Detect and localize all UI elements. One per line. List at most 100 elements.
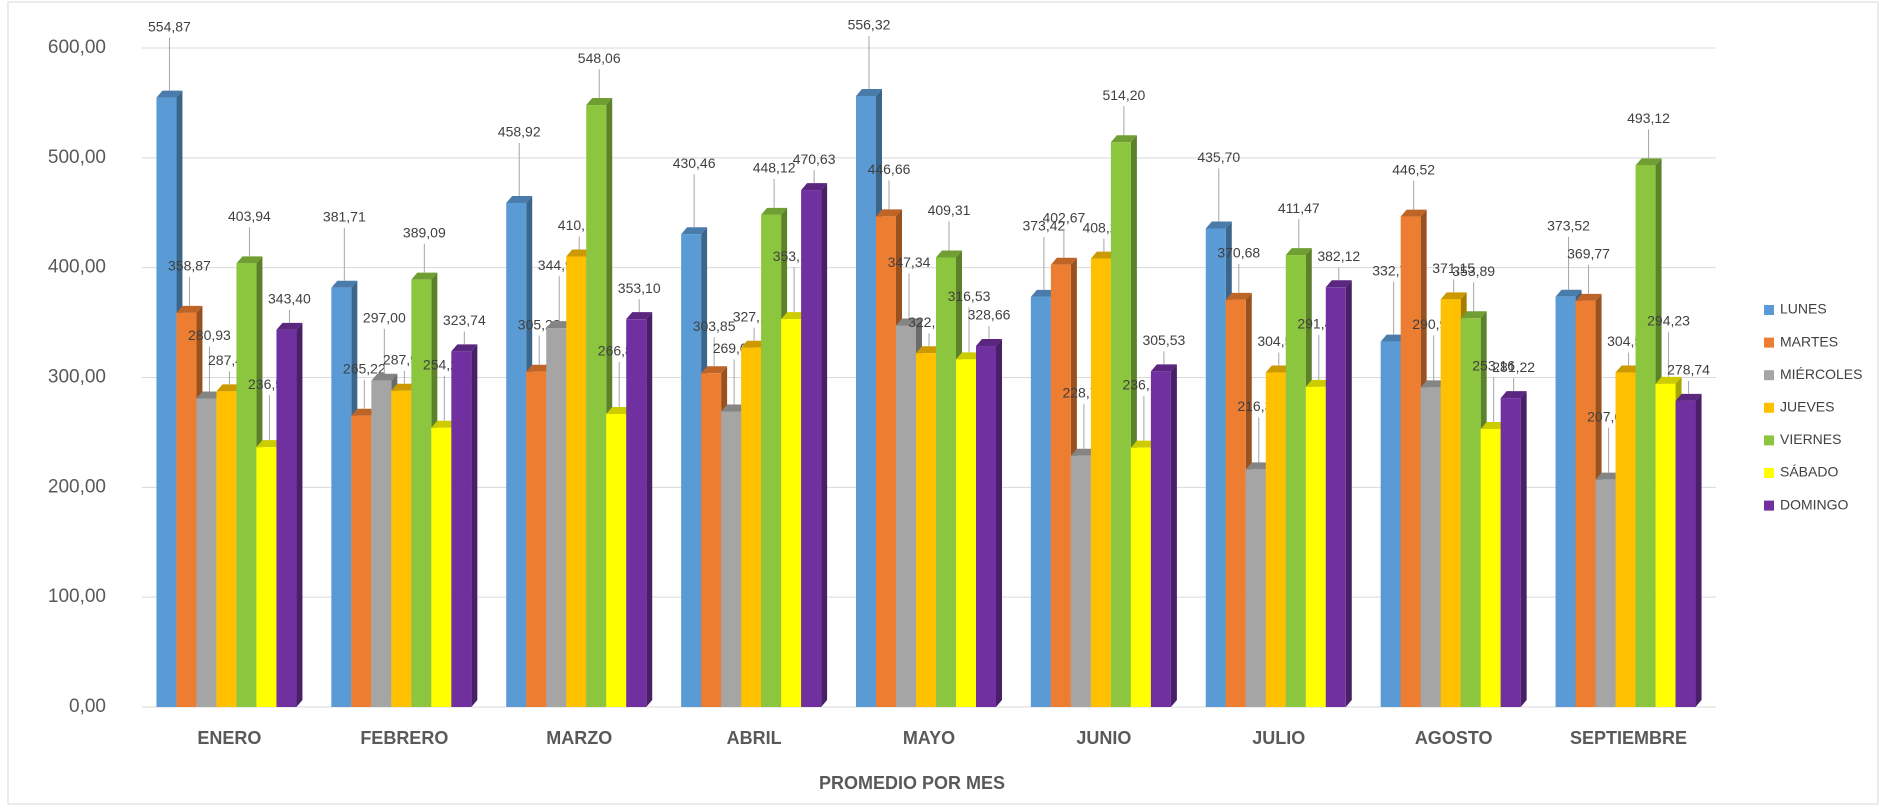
legend-label: LUNES [1780,301,1827,317]
bar [1555,296,1576,707]
value-label: 446,66 [868,161,911,177]
bar-top [1575,293,1602,301]
bar [1130,447,1151,707]
value-label: 556,32 [848,17,891,33]
legend-label: DOMINGO [1780,496,1849,512]
bar-top [1635,158,1662,166]
bar [1070,455,1091,707]
bar [1305,386,1326,707]
bar [1225,299,1246,707]
bar [801,190,822,708]
bar-side [1520,391,1527,707]
bar-top [1305,379,1332,387]
bar [916,353,936,707]
bar [1150,371,1171,707]
bar-side [821,183,828,708]
bar-top [916,346,942,354]
bar-top [391,383,418,391]
bar-side [1695,393,1702,707]
value-label: 370,68 [1217,245,1260,261]
bar-top [721,404,748,412]
legend-swatch [1764,337,1774,348]
bar [411,279,432,707]
bar-top [1655,376,1682,384]
bar [236,263,257,707]
bar [431,427,452,707]
value-label: 371,15 [1432,260,1475,276]
bar-top [526,364,553,372]
bar [956,359,976,707]
bar [1635,165,1656,707]
y-tick-label: 200,00 [48,476,106,497]
bar-top [236,256,263,264]
bar-side [1345,280,1352,707]
x-tick-label: ABRIL [727,728,782,748]
value-label: 381,71 [323,208,366,224]
value-label: 316,53 [948,288,991,304]
bar-top [1440,292,1467,300]
bar [506,202,527,707]
value-label: 430,46 [673,155,716,171]
bar [1675,400,1696,707]
bar [371,380,392,707]
y-tick-label: 400,00 [48,257,106,278]
bar-top [761,207,788,215]
x-axis-title: PROMEDIO POR MES [819,773,1005,793]
bar-top [156,90,183,98]
bar-top [451,344,478,352]
x-tick-label: FEBRERO [360,728,448,748]
bar [1245,469,1266,707]
bar [896,325,916,707]
bar [721,411,742,707]
value-label: 470,63 [793,151,836,167]
bar [1420,387,1441,707]
bar [351,415,372,707]
bar-side [471,344,478,707]
legend-label: SÁBADO [1780,464,1838,480]
bar-top [371,373,398,381]
bar-top [331,280,358,288]
bar-top [431,420,458,428]
bar-top [1460,311,1487,319]
legend-label: MARTES [1780,333,1838,349]
bar-top [1400,209,1427,217]
x-tick-label: AGOSTO [1415,728,1493,748]
x-tick-label: JUNIO [1076,728,1131,748]
bar [681,234,702,707]
bar [606,413,627,707]
bar-top [1110,135,1137,143]
value-label: 548,06 [578,50,621,66]
bar [1400,216,1421,707]
value-label: 343,40 [268,291,311,307]
bar [1050,264,1071,707]
bar [391,390,412,707]
bar [1655,383,1676,707]
bar-top [216,384,243,392]
value-label: 411,47 [1278,200,1320,216]
bar [1440,299,1461,707]
bar-top [1150,364,1177,372]
y-tick-label: 300,00 [48,367,106,388]
bar [196,398,217,707]
bar-top [956,352,982,360]
bar-top [681,227,708,235]
value-label: 373,52 [1547,217,1590,233]
bar [256,447,277,707]
bar-top [976,339,1002,347]
value-label: 278,74 [1667,362,1710,378]
legend-swatch [1764,402,1774,413]
value-label: 409,31 [928,202,971,218]
value-label: 403,94 [228,208,271,224]
bar [1460,318,1481,707]
bar-top [1325,280,1352,288]
bar [1575,300,1596,707]
bar [976,346,996,707]
value-label: 328,66 [968,307,1011,323]
bar-top [1595,472,1622,480]
bar [566,256,587,707]
bar-top [1615,365,1642,373]
bar [1090,258,1111,707]
y-tick-label: 0,00 [69,696,106,717]
bar [741,347,762,707]
bar [1500,398,1521,707]
